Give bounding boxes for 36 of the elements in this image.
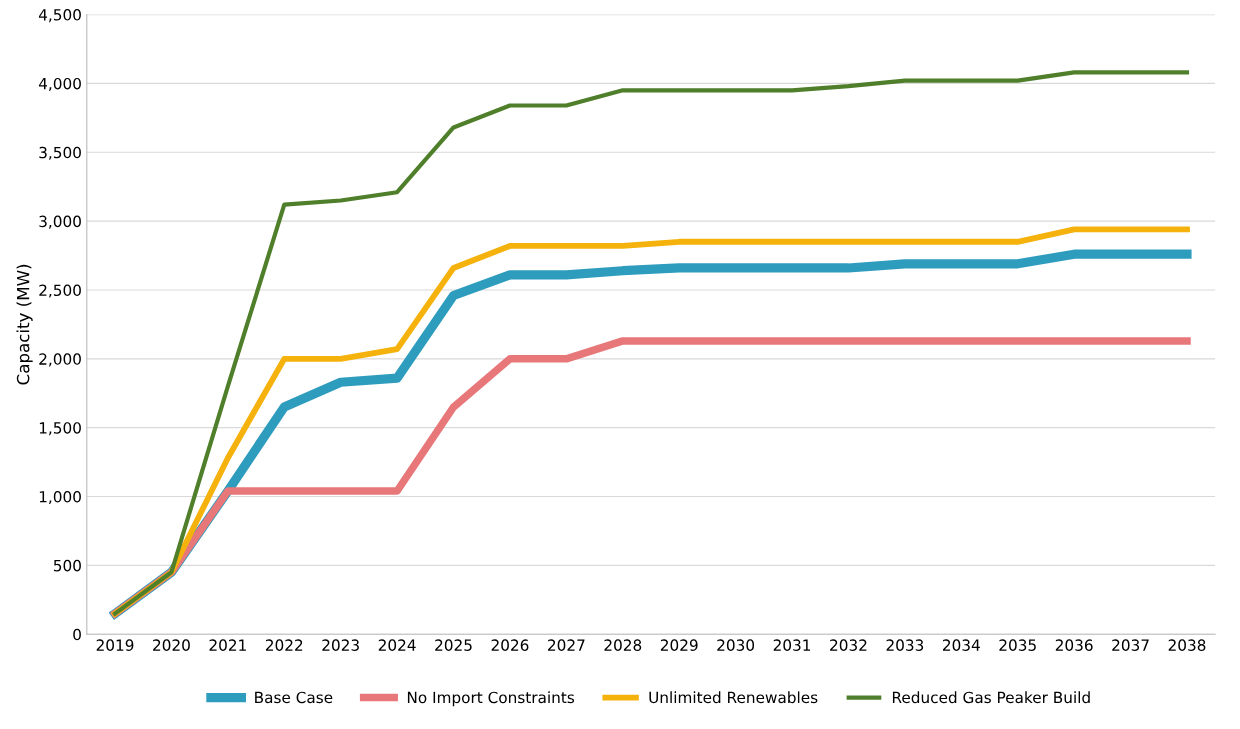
y-tick-label: 3,000 bbox=[39, 215, 81, 229]
x-tick-label: 2033 bbox=[886, 639, 924, 651]
y-tick-label: 1,000 bbox=[39, 491, 81, 505]
legend-label: Unlimited Renewables bbox=[649, 691, 818, 704]
x-tick-label: 2032 bbox=[830, 639, 867, 651]
x-tick-label: 2022 bbox=[265, 639, 303, 651]
line-series bbox=[112, 70, 1190, 616]
x-tick-label: 2034 bbox=[942, 639, 980, 651]
x-tick-label: 2021 bbox=[209, 639, 246, 651]
legend-label: Reduced Gas Peaker Build bbox=[892, 691, 1090, 704]
legend-label: Base Case bbox=[255, 691, 333, 704]
x-tick-label: 2037 bbox=[1112, 639, 1149, 651]
y-tick-label: 2,000 bbox=[39, 353, 81, 367]
x-tick-label: 2038 bbox=[1168, 639, 1206, 651]
y-tick-label: 500 bbox=[53, 559, 81, 572]
x-tick-label: 2019 bbox=[96, 639, 134, 651]
x-tick-label: 2024 bbox=[378, 639, 416, 651]
y-tick-label: 2,500 bbox=[39, 284, 81, 298]
x-tick-label: 2025 bbox=[435, 639, 472, 651]
x-tick-label: 2031 bbox=[773, 639, 811, 651]
x-tick-label: 2029 bbox=[660, 639, 698, 651]
legend-label: No Import Constraints bbox=[407, 691, 575, 707]
x-tick-label: 2036 bbox=[1055, 639, 1093, 651]
y-tick-label: 4,500 bbox=[38, 9, 81, 23]
y-tick-label: 3,500 bbox=[39, 146, 81, 160]
x-tick-label: 2023 bbox=[322, 639, 359, 651]
x-tick-label: 2028 bbox=[604, 639, 642, 651]
y-axis-title: Capacity (MW) bbox=[16, 264, 33, 385]
y-tick-label: 0 bbox=[73, 628, 81, 641]
x-tick-label: 2035 bbox=[999, 639, 1036, 651]
y-tick-label: 4,000 bbox=[38, 77, 81, 92]
x-tick-label: 2020 bbox=[153, 639, 190, 651]
x-tick-label: 2030 bbox=[717, 639, 755, 651]
y-tick-label: 1,500 bbox=[39, 422, 81, 436]
x-tick-label: 2026 bbox=[491, 639, 529, 651]
x-tick-label: 2027 bbox=[548, 639, 585, 651]
